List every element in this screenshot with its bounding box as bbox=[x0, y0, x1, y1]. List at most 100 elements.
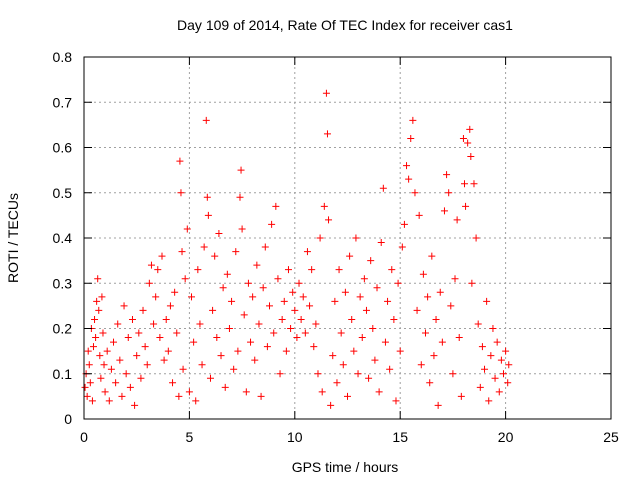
data-point bbox=[120, 302, 128, 310]
y-tick-label: 0.5 bbox=[53, 185, 73, 201]
data-point bbox=[99, 329, 107, 337]
data-point bbox=[293, 334, 301, 342]
data-point bbox=[394, 279, 402, 287]
data-point bbox=[505, 361, 513, 369]
data-point bbox=[358, 334, 366, 342]
data-point bbox=[474, 320, 482, 328]
data-point bbox=[145, 279, 153, 287]
data-point bbox=[392, 397, 400, 405]
data-point bbox=[147, 261, 155, 269]
data-point bbox=[183, 225, 191, 233]
data-point bbox=[428, 252, 436, 260]
data-point bbox=[415, 211, 423, 219]
data-point bbox=[424, 293, 432, 301]
data-point bbox=[202, 116, 210, 124]
data-point bbox=[419, 270, 427, 278]
data-point bbox=[371, 356, 379, 364]
data-point bbox=[93, 297, 101, 305]
data-point bbox=[436, 288, 444, 296]
data-point bbox=[308, 266, 316, 274]
data-point bbox=[365, 374, 373, 382]
data-point bbox=[83, 392, 91, 400]
data-point bbox=[421, 329, 429, 337]
data-point bbox=[323, 130, 331, 138]
data-point bbox=[135, 329, 143, 337]
y-tick-label: 0 bbox=[64, 411, 72, 427]
data-point bbox=[143, 361, 151, 369]
data-point bbox=[327, 401, 335, 409]
y-axis-label: ROTI / TECUs bbox=[5, 193, 21, 283]
data-point bbox=[447, 302, 455, 310]
data-point bbox=[491, 374, 499, 382]
data-point bbox=[432, 315, 440, 323]
data-point bbox=[453, 216, 461, 224]
data-point bbox=[97, 374, 105, 382]
data-point bbox=[86, 379, 94, 387]
data-point bbox=[228, 297, 236, 305]
data-point bbox=[242, 388, 250, 396]
data-point bbox=[169, 379, 177, 387]
data-point bbox=[101, 388, 109, 396]
data-point bbox=[329, 352, 337, 360]
data-point bbox=[84, 347, 92, 355]
data-point bbox=[156, 334, 164, 342]
data-point bbox=[238, 225, 246, 233]
data-point bbox=[154, 266, 162, 274]
data-point bbox=[375, 388, 383, 396]
data-point bbox=[462, 202, 470, 210]
data-point bbox=[137, 374, 145, 382]
data-point bbox=[196, 320, 204, 328]
data-point bbox=[449, 370, 457, 378]
data-point bbox=[200, 243, 208, 251]
data-point bbox=[417, 361, 425, 369]
data-point bbox=[493, 338, 501, 346]
data-point bbox=[103, 347, 111, 355]
data-point bbox=[263, 343, 271, 351]
data-point bbox=[325, 216, 333, 224]
data-point bbox=[499, 370, 507, 378]
y-tick-label: 0.1 bbox=[53, 366, 73, 382]
data-point bbox=[314, 370, 322, 378]
data-point bbox=[337, 329, 345, 337]
data-point bbox=[411, 189, 419, 197]
data-point bbox=[377, 239, 385, 247]
y-tick-label: 0.7 bbox=[53, 94, 73, 110]
data-point bbox=[276, 370, 284, 378]
y-tick-label: 0.6 bbox=[53, 140, 73, 156]
data-point bbox=[472, 234, 480, 242]
data-point bbox=[396, 347, 404, 355]
data-point bbox=[476, 383, 484, 391]
axis-ticks bbox=[83, 56, 612, 420]
data-point bbox=[81, 383, 89, 391]
data-point bbox=[348, 315, 356, 323]
data-point bbox=[485, 397, 493, 405]
data-point bbox=[213, 334, 221, 342]
y-tick-label: 0.4 bbox=[53, 230, 73, 246]
data-point bbox=[175, 392, 183, 400]
data-point bbox=[133, 352, 141, 360]
data-point bbox=[173, 329, 181, 337]
data-point bbox=[322, 89, 330, 97]
data-point bbox=[468, 279, 476, 287]
data-point bbox=[451, 275, 459, 283]
data-point bbox=[460, 180, 468, 188]
data-point bbox=[128, 315, 136, 323]
data-point bbox=[236, 193, 244, 201]
data-point bbox=[367, 257, 375, 265]
data-point bbox=[381, 338, 389, 346]
data-point bbox=[139, 306, 147, 314]
data-point bbox=[403, 162, 411, 170]
data-point bbox=[434, 401, 442, 409]
data-point bbox=[259, 284, 267, 292]
data-point bbox=[318, 388, 326, 396]
data-point bbox=[445, 189, 453, 197]
data-point bbox=[386, 365, 394, 373]
data-point bbox=[230, 365, 238, 373]
data-point bbox=[356, 293, 364, 301]
data-point bbox=[100, 361, 108, 369]
data-point bbox=[284, 266, 292, 274]
data-point bbox=[502, 347, 510, 355]
data-point bbox=[253, 261, 261, 269]
chart-title: Day 109 of 2014, Rate Of TEC Index for r… bbox=[177, 17, 513, 33]
data-point bbox=[206, 374, 214, 382]
